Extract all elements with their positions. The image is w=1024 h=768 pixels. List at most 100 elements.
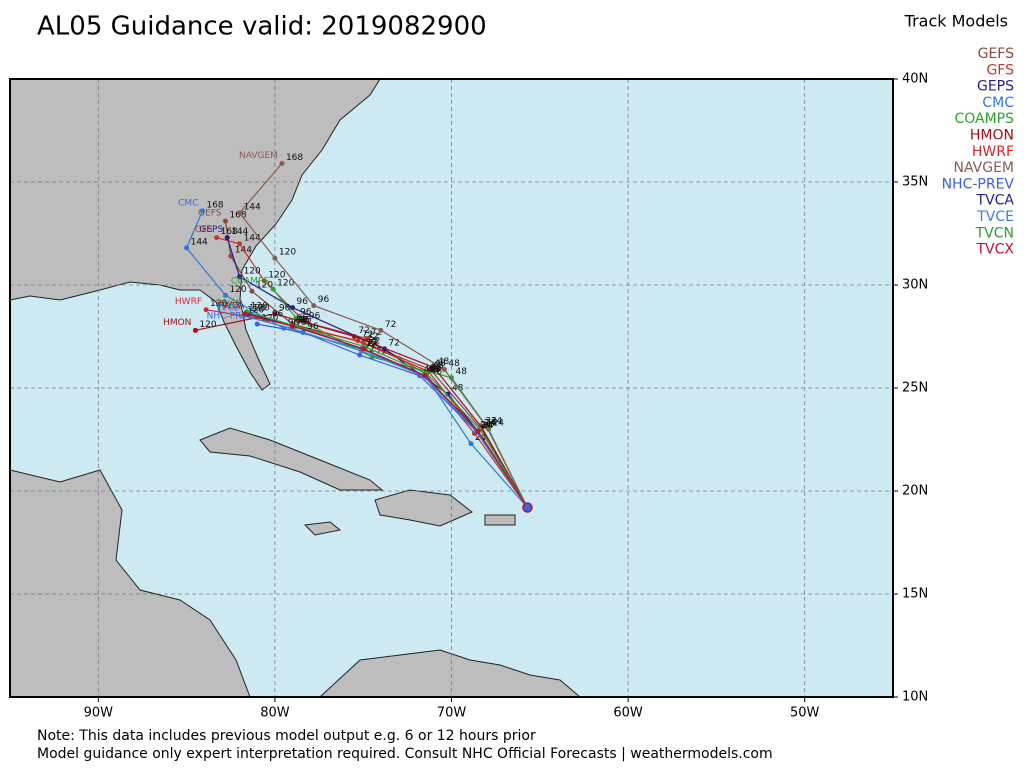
track-point (279, 160, 285, 166)
hour-label: 24 (486, 417, 498, 427)
hour-label: 48 (448, 359, 460, 369)
track-point (261, 278, 267, 284)
legend-entry: HWRF (972, 144, 1014, 160)
legend-entry: HMON (970, 128, 1014, 144)
hour-label: 24 (486, 419, 498, 429)
lon-label: 70W (437, 706, 467, 721)
hour-label: 144 (244, 233, 261, 243)
track-end-label: NHC-PREV (207, 312, 254, 322)
hour-label: 96 (318, 295, 330, 305)
legend-entry: NHC-PREV (942, 176, 1015, 192)
hour-label: 48 (429, 365, 441, 375)
hour-label: 72 (385, 320, 396, 330)
track-point (441, 366, 447, 372)
track-point (203, 307, 209, 313)
hour-label: 120 (249, 303, 266, 313)
hour-label: 24 (478, 423, 490, 433)
hour-label: 120 (199, 320, 216, 330)
track-point (475, 428, 481, 434)
track-point (237, 274, 243, 280)
storm-position (522, 502, 533, 513)
track-end-label: CMC (178, 198, 198, 208)
tracks: 24487296120144168GEFS24487296120144168GF… (163, 151, 533, 513)
lon-label: 60W (613, 706, 643, 721)
track-point (431, 364, 437, 370)
track-point (360, 346, 366, 352)
hour-label: 96 (300, 307, 312, 317)
hour-label: 48 (434, 359, 446, 369)
hour-label: 120 (229, 285, 246, 295)
lat-label: 35N (902, 175, 928, 190)
hour-label: 48 (456, 367, 468, 377)
hour-label: 168 (229, 211, 246, 221)
note: Model guidance only expert interpretatio… (37, 746, 773, 762)
track-line (244, 313, 528, 508)
hour-label: 120 (277, 279, 294, 289)
lat-label: 30N (902, 278, 928, 293)
hour-label: 72 (371, 328, 382, 338)
hour-label: 72 (367, 338, 378, 348)
track-point (445, 391, 451, 397)
track-point (272, 255, 278, 261)
legend-entry: CMC (982, 95, 1014, 111)
track-point (468, 441, 474, 447)
track-end-label: TVCN (217, 299, 243, 309)
hour-label: 72 (367, 338, 378, 348)
track-line (246, 311, 528, 508)
track-end-label: HWRF (175, 297, 202, 307)
track-point (224, 235, 230, 241)
hour-label: 96 (307, 322, 319, 332)
hour-label: 96 (272, 310, 284, 320)
track-point (237, 241, 243, 247)
hour-label: 144 (231, 227, 248, 237)
hour-label: 72 (388, 338, 399, 348)
track-end-label: GFS (195, 225, 213, 235)
legend-entry: GEFS (978, 46, 1015, 62)
legend-entry: TVCA (976, 193, 1015, 209)
lon-label: 90W (84, 706, 114, 721)
hour-label: 96 (297, 316, 309, 326)
hour-label: 120 (256, 281, 273, 291)
hour-label: 96 (279, 303, 291, 313)
hour-label: 96 (288, 318, 300, 328)
track-point (228, 253, 234, 259)
track-point (351, 334, 357, 339)
hour-label: 72 (362, 330, 373, 340)
hour-label: 120 (252, 303, 269, 313)
track-end-label: TVCE (214, 303, 239, 313)
lon-label: 80W (260, 706, 290, 721)
hour-label: 144 (244, 202, 261, 212)
track-end-label: GEFS (198, 209, 222, 219)
hour-label: 72 (367, 332, 378, 342)
hour-label: 48 (427, 365, 439, 375)
track-point (357, 352, 363, 358)
title: AL05 Guidance valid: 2019082900 (37, 12, 487, 42)
track-point (270, 286, 276, 292)
hour-label: 48 (431, 363, 443, 373)
hour-label: 72 (369, 336, 380, 346)
track-point (355, 338, 361, 344)
track-end-label: GEPS (199, 225, 223, 235)
lat-label: 10N (902, 690, 928, 705)
land (9, 78, 582, 698)
track-point (290, 305, 296, 311)
legend-entry: TVCX (976, 242, 1015, 258)
track-end-label: TVCA (219, 301, 245, 311)
hour-label: 48 (438, 357, 450, 367)
track-point (311, 303, 317, 309)
lat-label: 20N (902, 484, 928, 499)
track-point (378, 327, 384, 333)
hour-label: 72 (364, 345, 375, 355)
hour-label: 96 (297, 314, 309, 324)
track-point (242, 311, 248, 317)
track-point (272, 311, 278, 317)
hour-label: 24 (484, 419, 496, 429)
track-point (222, 292, 228, 298)
track-line (242, 315, 528, 508)
legend-entry: NAVGEM (953, 160, 1014, 176)
hour-label: 96 (297, 297, 309, 307)
track-point (192, 327, 198, 333)
hour-label: 96 (309, 312, 321, 322)
track-end-label: TVCX (216, 301, 241, 311)
